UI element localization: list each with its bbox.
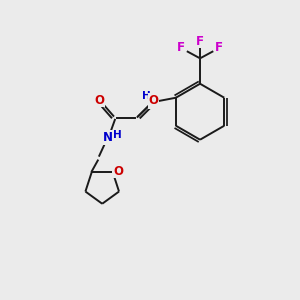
Text: N: N: [149, 96, 159, 109]
Text: N: N: [103, 131, 113, 144]
Text: F: F: [215, 41, 223, 54]
Text: O: O: [113, 165, 123, 178]
Text: H: H: [142, 91, 151, 101]
Text: F: F: [196, 34, 204, 48]
Text: H: H: [113, 130, 122, 140]
Text: O: O: [94, 94, 104, 106]
Text: F: F: [177, 41, 185, 54]
Text: O: O: [149, 94, 159, 106]
